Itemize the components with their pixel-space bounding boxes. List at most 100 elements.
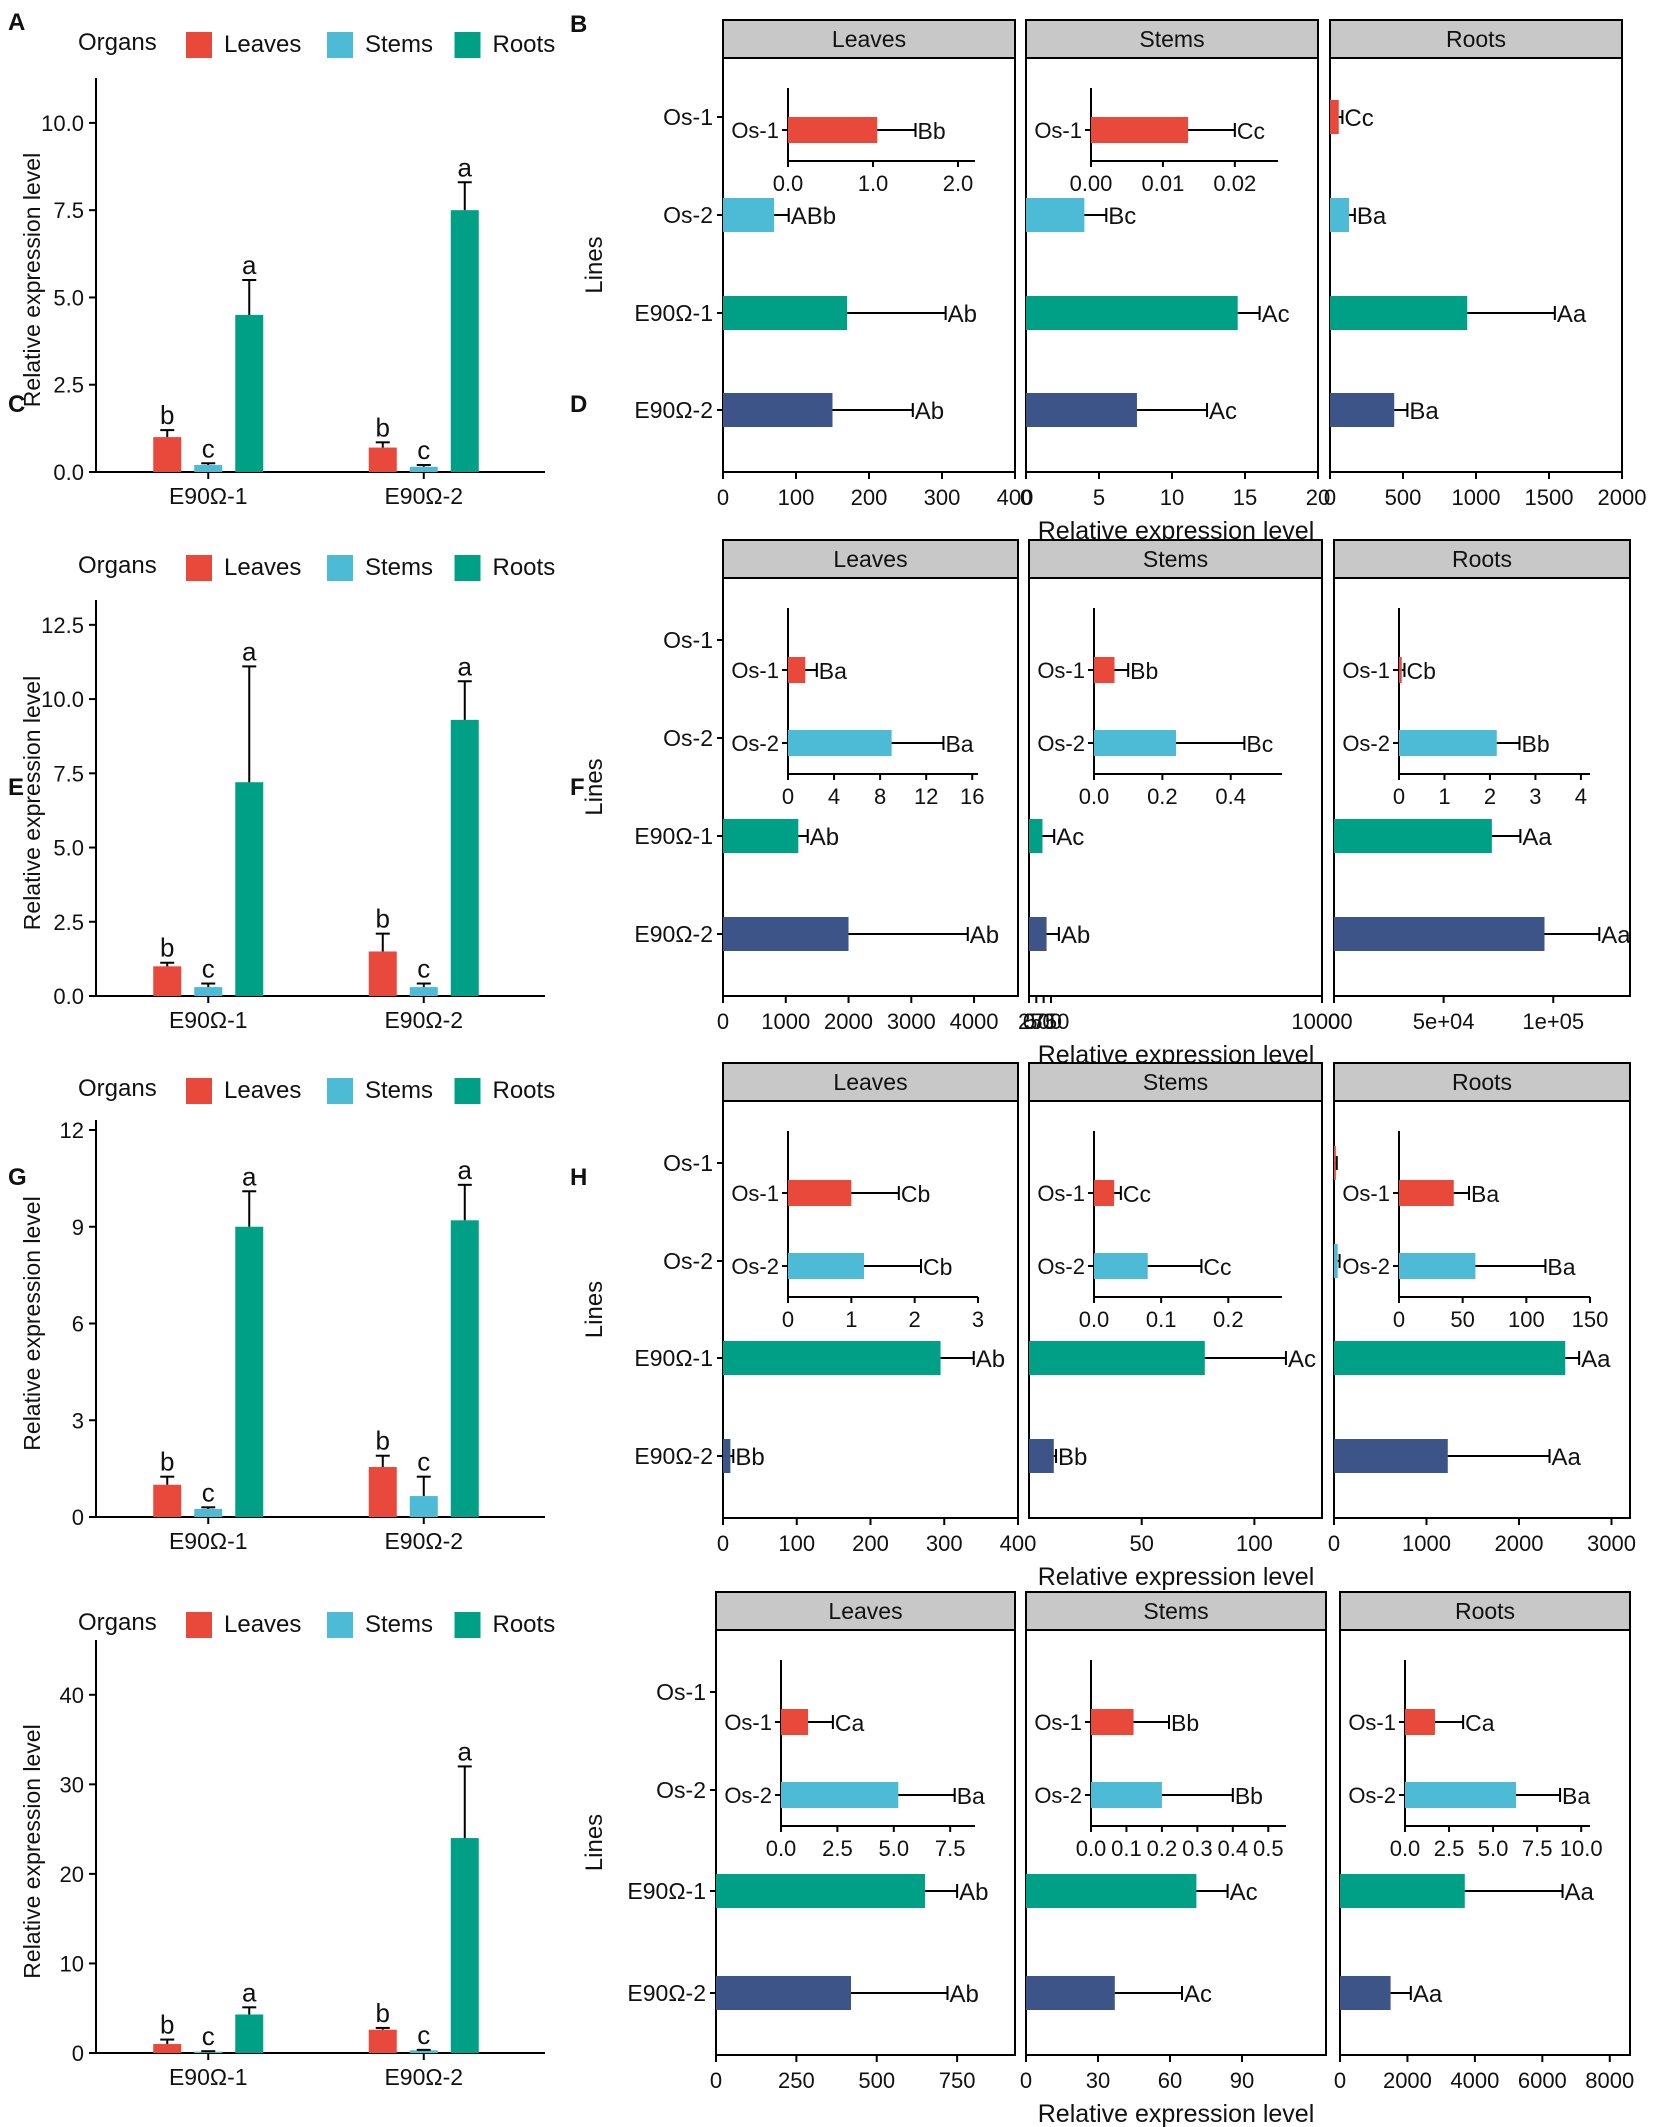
inset-bar-os-2 (788, 730, 892, 756)
x-tick-label: 3000 (1587, 1531, 1636, 1556)
significance-label: a (458, 1736, 473, 1766)
bar-e90omega-2 (1029, 1439, 1054, 1473)
line-tick-label: E90Ω-1 (627, 1878, 706, 1904)
y-axis-label: Relative expression level (19, 676, 45, 930)
significance-label: Ab (810, 824, 839, 851)
legend-swatch-leaves (186, 555, 212, 581)
x-tick-label: E90Ω-1 (169, 483, 248, 509)
inset-x-tick-label: 0.0 (1076, 1836, 1107, 1861)
facet-panel-border (1025, 1629, 1327, 2056)
significance-label: Bb (1235, 1783, 1263, 1809)
facet-strip (1329, 19, 1623, 59)
bar-os-2 (1026, 198, 1085, 232)
x-tick-label: 0 (1023, 1009, 1035, 1034)
inset-bar-os-2 (1405, 1782, 1516, 1808)
bar-e90omega-1 (1330, 296, 1468, 330)
significance-label: Cb (923, 1254, 952, 1280)
inset-x-tick-label: 0.0 (773, 171, 804, 196)
bar-e90omega-2 (723, 1439, 731, 1473)
x-axis-label: Relative expression level (1038, 2100, 1315, 2127)
legend-swatch-leaves (186, 32, 212, 58)
y-tick-label: 5.0 (53, 285, 84, 310)
significance-label: Cc (1123, 1181, 1151, 1207)
x-tick-label: 0 (1020, 2068, 1032, 2093)
y-tick-label: 5.0 (53, 836, 84, 861)
lines-axis-label: Lines (581, 1814, 608, 1871)
y-tick-label: 10 (60, 1951, 84, 1976)
facet-roots: Roots 0 2000 4000 6000 8000 Aa Aa 0.0 2.5 5.0 7.5 10… (1334, 1591, 1634, 2093)
inset-chart: 0 50 100 150 Os-1 Ba Os-2 Ba (1342, 1131, 1608, 1332)
inset-x-tick-label: 0.2 (1147, 784, 1178, 809)
line-tick-label: Os-2 (663, 1248, 713, 1274)
y-tick-label: 0 (72, 1505, 84, 1530)
inset-x-tick-label: 2.5 (1434, 1836, 1465, 1861)
x-tick-label: 4000 (1450, 2068, 1499, 2093)
inset-x-tick-label: 0.00 (1070, 171, 1113, 196)
facet-strip (1339, 1591, 1631, 1631)
x-tick-label: E90Ω-1 (169, 1007, 248, 1033)
inset-x-tick-label: 150 (1572, 1307, 1609, 1332)
y-tick-label: 40 (60, 1683, 84, 1708)
facet-strip-label: Stems (1143, 1069, 1208, 1095)
significance-label: ABb (791, 203, 836, 230)
legend-label: Stems (365, 1077, 433, 1104)
y-tick-label: 12 (60, 1118, 84, 1143)
bar-roots (235, 2014, 264, 2053)
legend-swatch-roots (454, 32, 481, 58)
legend-swatch-leaves (186, 1612, 212, 1638)
legend-swatch-stems (327, 32, 353, 58)
inset-bar-os-2 (1094, 730, 1177, 756)
inset-chart: 0 4 8 12 16 Os-1 Ba Os-2 Ba (731, 608, 984, 809)
facet-strip-label: Leaves (832, 26, 906, 52)
significance-label: a (458, 1155, 473, 1185)
inset-x-tick-label: 4 (1575, 784, 1587, 809)
facet-strip-label: Leaves (828, 1598, 902, 1624)
x-tick-label: 250 (778, 2068, 815, 2093)
grouped-bar-chart-g: Organs Leaves Stems Roots 0 10 20 30 40 Relative … (19, 1609, 555, 2090)
inset-chart: 0.0 0.1 0.2 0.3 0.4 0.5 Os-1 Bb Os-2 Bb (1034, 1660, 1286, 1861)
significance-label: c (202, 2021, 215, 2051)
bar-os-1 (1334, 1146, 1336, 1180)
y-tick-label: 2.5 (53, 373, 84, 398)
bar-roots (450, 719, 479, 996)
facet-panel-border (1333, 1100, 1631, 1519)
inset-bar-os-1 (788, 117, 878, 143)
inset-x-tick-label: 8 (874, 784, 886, 809)
bar-leaves (153, 2044, 182, 2053)
x-tick-label: 1000 (1402, 1531, 1451, 1556)
inset-line-label: Os-1 (724, 1710, 772, 1735)
inset-bar-os-1 (1399, 657, 1402, 683)
inset-x-tick-label: 0.02 (1213, 171, 1256, 196)
x-tick-label: 0 (717, 1009, 729, 1034)
grouped-bar-chart-a: Organs Leaves Stems Roots 0.0 2.5 5.0 7.5 10.0 Re… (19, 29, 555, 509)
facet-panel-border (715, 1629, 1016, 2056)
significance-label: a (458, 152, 473, 182)
x-tick-label: 5 (1093, 485, 1105, 510)
legend-label: Roots (493, 1077, 556, 1104)
x-tick-label: 500 (858, 2068, 895, 2093)
panel-letter: C (8, 391, 25, 418)
significance-label: Ab (1061, 922, 1090, 949)
legend-label: Roots (493, 31, 556, 58)
inset-x-tick-label: 0.0 (1079, 784, 1110, 809)
facet-roots: Roots 0 500 1000 1500 2000 Cc Ba Aa Ba (1324, 19, 1646, 510)
x-tick-label: E90Ω-2 (384, 2064, 463, 2090)
significance-label: Aa (1565, 1879, 1595, 1906)
inset-x-tick-label: 0.4 (1218, 1836, 1249, 1861)
inset-x-tick-label: 7.5 (1522, 1836, 1553, 1861)
significance-label: c (202, 433, 215, 463)
inset-x-tick-label: 0.1 (1146, 1307, 1177, 1332)
significance-label: Ab (948, 301, 977, 328)
bar-e90omega-1 (723, 1341, 941, 1375)
inset-x-tick-label: 0 (782, 784, 794, 809)
significance-label: a (458, 651, 473, 681)
facet-strip-label: Roots (1452, 546, 1512, 572)
bar-e90omega-2 (1340, 1976, 1391, 2010)
significance-label: Cc (1344, 105, 1373, 132)
bar-e90omega-2 (1334, 917, 1545, 951)
inset-x-tick-label: 2 (909, 1307, 921, 1332)
inset-bar-os-2 (1094, 1253, 1148, 1279)
facet-panel-border (1339, 1629, 1631, 2056)
